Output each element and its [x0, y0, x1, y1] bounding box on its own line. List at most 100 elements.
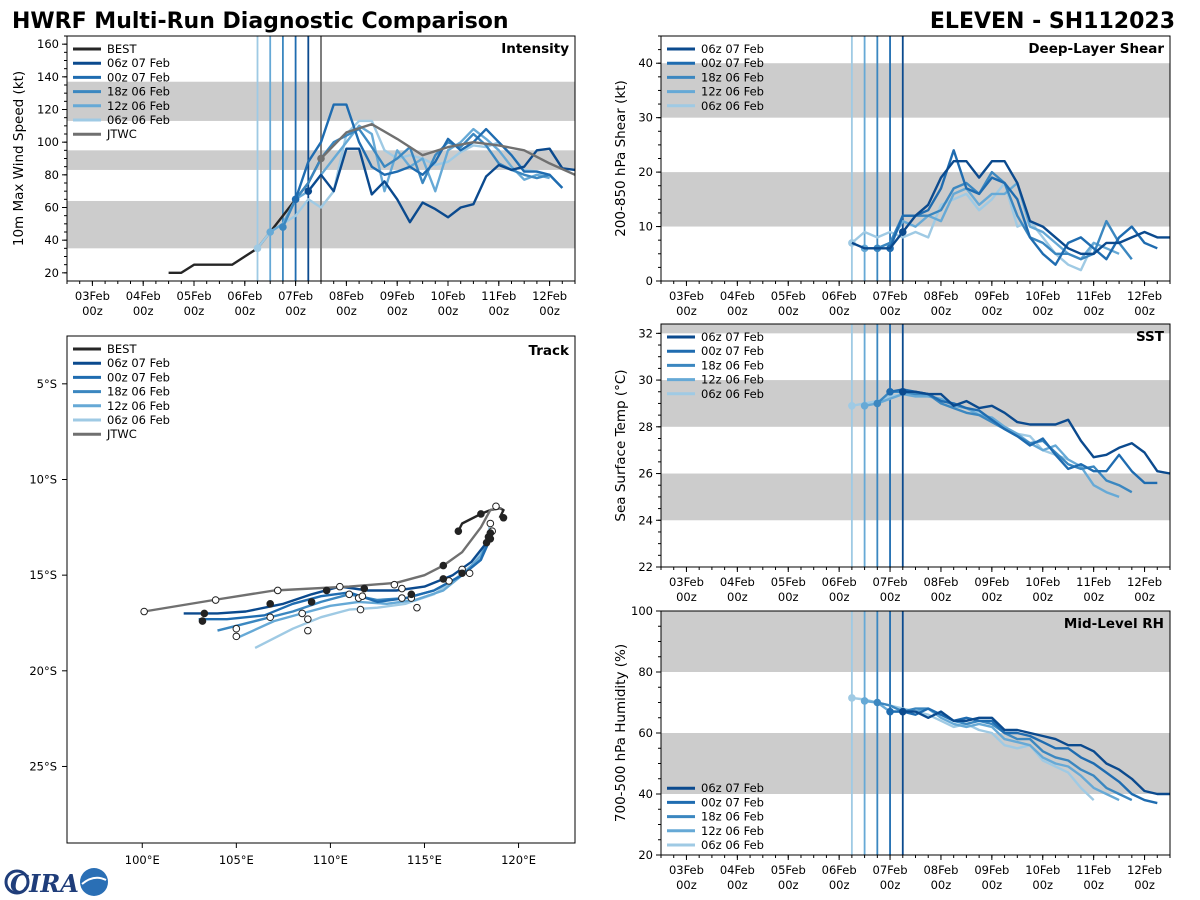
- sst-xtick-label-2: 00z: [1134, 590, 1155, 604]
- shear-xtick-label-2: 00z: [829, 304, 850, 318]
- intensity-ytick-label: 40: [44, 233, 59, 247]
- rh-xtick-label-2: 00z: [1083, 878, 1104, 892]
- rh-xtick-label: 09Feb: [974, 863, 1009, 877]
- intensity-xtick-label: 09Feb: [380, 289, 415, 303]
- rh-ytick-label: 60: [638, 726, 653, 740]
- track-point: [140, 607, 148, 616]
- intensity-legend-label: 18z 06 Feb: [107, 85, 170, 99]
- shear-xtick-label: 09Feb: [974, 289, 1009, 303]
- rh-ytick-label: 100: [631, 604, 653, 618]
- track-point: [200, 609, 209, 618]
- intensity-legend-label: 06z 07 Feb: [107, 56, 170, 70]
- rh-xtick-label: 04Feb: [720, 863, 755, 877]
- shear-ytick-label: 20: [638, 165, 653, 179]
- track-xtick-label: 115°E: [407, 853, 442, 867]
- shear-xtick-label: 04Feb: [720, 289, 755, 303]
- intensity-xtick-label: 03Feb: [75, 289, 110, 303]
- sst-series-point: [860, 401, 869, 410]
- rh-series-point: [873, 698, 882, 707]
- intensity-xtick-label-2: 00z: [82, 304, 103, 318]
- rh-xtick-label-2: 00z: [829, 878, 850, 892]
- track-point: [398, 584, 406, 593]
- sst-xtick-label: 08Feb: [923, 575, 958, 589]
- sst-band: [661, 473, 1170, 521]
- rh-series-line: [902, 710, 1170, 796]
- track-ytick-label: 25°S: [29, 759, 57, 773]
- track-point: [486, 519, 495, 528]
- sst-xtick-label: 05Feb: [771, 575, 806, 589]
- panel-rh: 2040608010003Feb00z04Feb00z05Feb00z06Feb…: [613, 604, 1171, 892]
- sst-series-point: [873, 399, 882, 408]
- track-point: [358, 592, 367, 600]
- intensity-xtick-label: 10Feb: [431, 289, 466, 303]
- rh-series-line: [890, 707, 1158, 805]
- shear-legend-label: 12z 06 Feb: [701, 85, 764, 99]
- track-point: [322, 586, 331, 595]
- sst-xtick-label: 11Feb: [1076, 575, 1111, 589]
- storm-id: ELEVEN - SH112023: [930, 9, 1175, 34]
- shear-xtick-label-2: 00z: [982, 304, 1003, 318]
- intensity-legend-label: 06z 06 Feb: [107, 113, 170, 127]
- track-legend-label: 00z 07 Feb: [107, 370, 170, 384]
- track-xtick-label: 110°E: [313, 853, 348, 867]
- rh-xtick-label-2: 00z: [676, 878, 697, 892]
- track-point: [307, 598, 316, 606]
- intensity-xtick-label: 05Feb: [177, 289, 212, 303]
- rh-legend-label: 18z 06 Feb: [701, 810, 764, 824]
- track-point: [458, 569, 466, 578]
- track-point: [390, 580, 399, 589]
- cira-logo-text: CIRA: [10, 869, 79, 898]
- figure-title: HWRF Multi-Run Diagnostic Comparison: [12, 9, 509, 34]
- rh-band: [661, 733, 1170, 794]
- track-legend-label: 12z 06 Feb: [107, 399, 170, 413]
- sst-xtick-label: 03Feb: [669, 575, 704, 589]
- sst-legend-label: 18z 06 Feb: [701, 358, 764, 372]
- sst-ytick-label: 22: [638, 560, 653, 574]
- track-point: [198, 617, 207, 625]
- intensity-xtick-label-2: 00z: [438, 304, 459, 318]
- track-point: [439, 575, 448, 583]
- track-line: [183, 541, 488, 615]
- rh-ytick-label: 40: [638, 787, 653, 801]
- sst-xtick-label: 09Feb: [974, 575, 1009, 589]
- sst-xtick-label-2: 00z: [1083, 590, 1104, 604]
- intensity-series-line: [307, 147, 576, 224]
- rh-title: Mid-Level RH: [1064, 616, 1164, 632]
- intensity-series-line: [281, 127, 564, 228]
- track-point: [439, 561, 448, 570]
- sst-xtick-label-2: 00z: [778, 590, 799, 604]
- shear-xtick-label: 12Feb: [1127, 289, 1162, 303]
- intensity-title: Intensity: [501, 41, 569, 57]
- intensity-xtick-label-2: 00z: [234, 304, 255, 318]
- panel-intensity: 2040608010012014016003Feb00z04Feb00z05Fe…: [11, 35, 576, 318]
- intensity-xtick-label-2: 00z: [539, 304, 560, 318]
- track-frame: [66, 335, 576, 844]
- rh-xtick-label-2: 00z: [982, 878, 1003, 892]
- intensity-series-point: [317, 154, 325, 163]
- rh-legend-label: 00z 07 Feb: [701, 795, 764, 809]
- rh-xtick-label: 08Feb: [923, 863, 958, 877]
- rh-series-point: [848, 694, 856, 702]
- sst-ylabel: Sea Surface Temp (°C): [613, 369, 629, 521]
- sst-legend-label: 06z 06 Feb: [701, 387, 764, 401]
- rh-legend-label: 12z 06 Feb: [701, 824, 764, 838]
- rh-xtick-label: 10Feb: [1025, 863, 1060, 877]
- track-point: [266, 600, 275, 608]
- shear-xtick-label: 10Feb: [1025, 289, 1060, 303]
- track-point: [304, 626, 312, 635]
- rh-xtick-label: 06Feb: [822, 863, 857, 877]
- track-point: [465, 569, 474, 578]
- sst-ytick-label: 30: [638, 373, 653, 387]
- rh-series-point: [860, 697, 869, 705]
- cira-globe-swoosh-icon: [81, 876, 107, 885]
- intensity-xtick-label-2: 00z: [133, 304, 154, 318]
- panel-sst: 22242628303203Feb00z04Feb00z05Feb00z06Fe…: [613, 323, 1171, 604]
- shear-xtick-label: 03Feb: [669, 289, 704, 303]
- sst-ytick-label: 28: [638, 420, 653, 434]
- rh-ytick-label: 20: [638, 848, 653, 862]
- track-ytick-label: 20°S: [29, 664, 57, 678]
- track-point: [482, 538, 491, 547]
- track-ytick-label: 15°S: [29, 568, 57, 582]
- shear-xtick-label-2: 00z: [676, 304, 697, 318]
- track-point: [345, 590, 354, 599]
